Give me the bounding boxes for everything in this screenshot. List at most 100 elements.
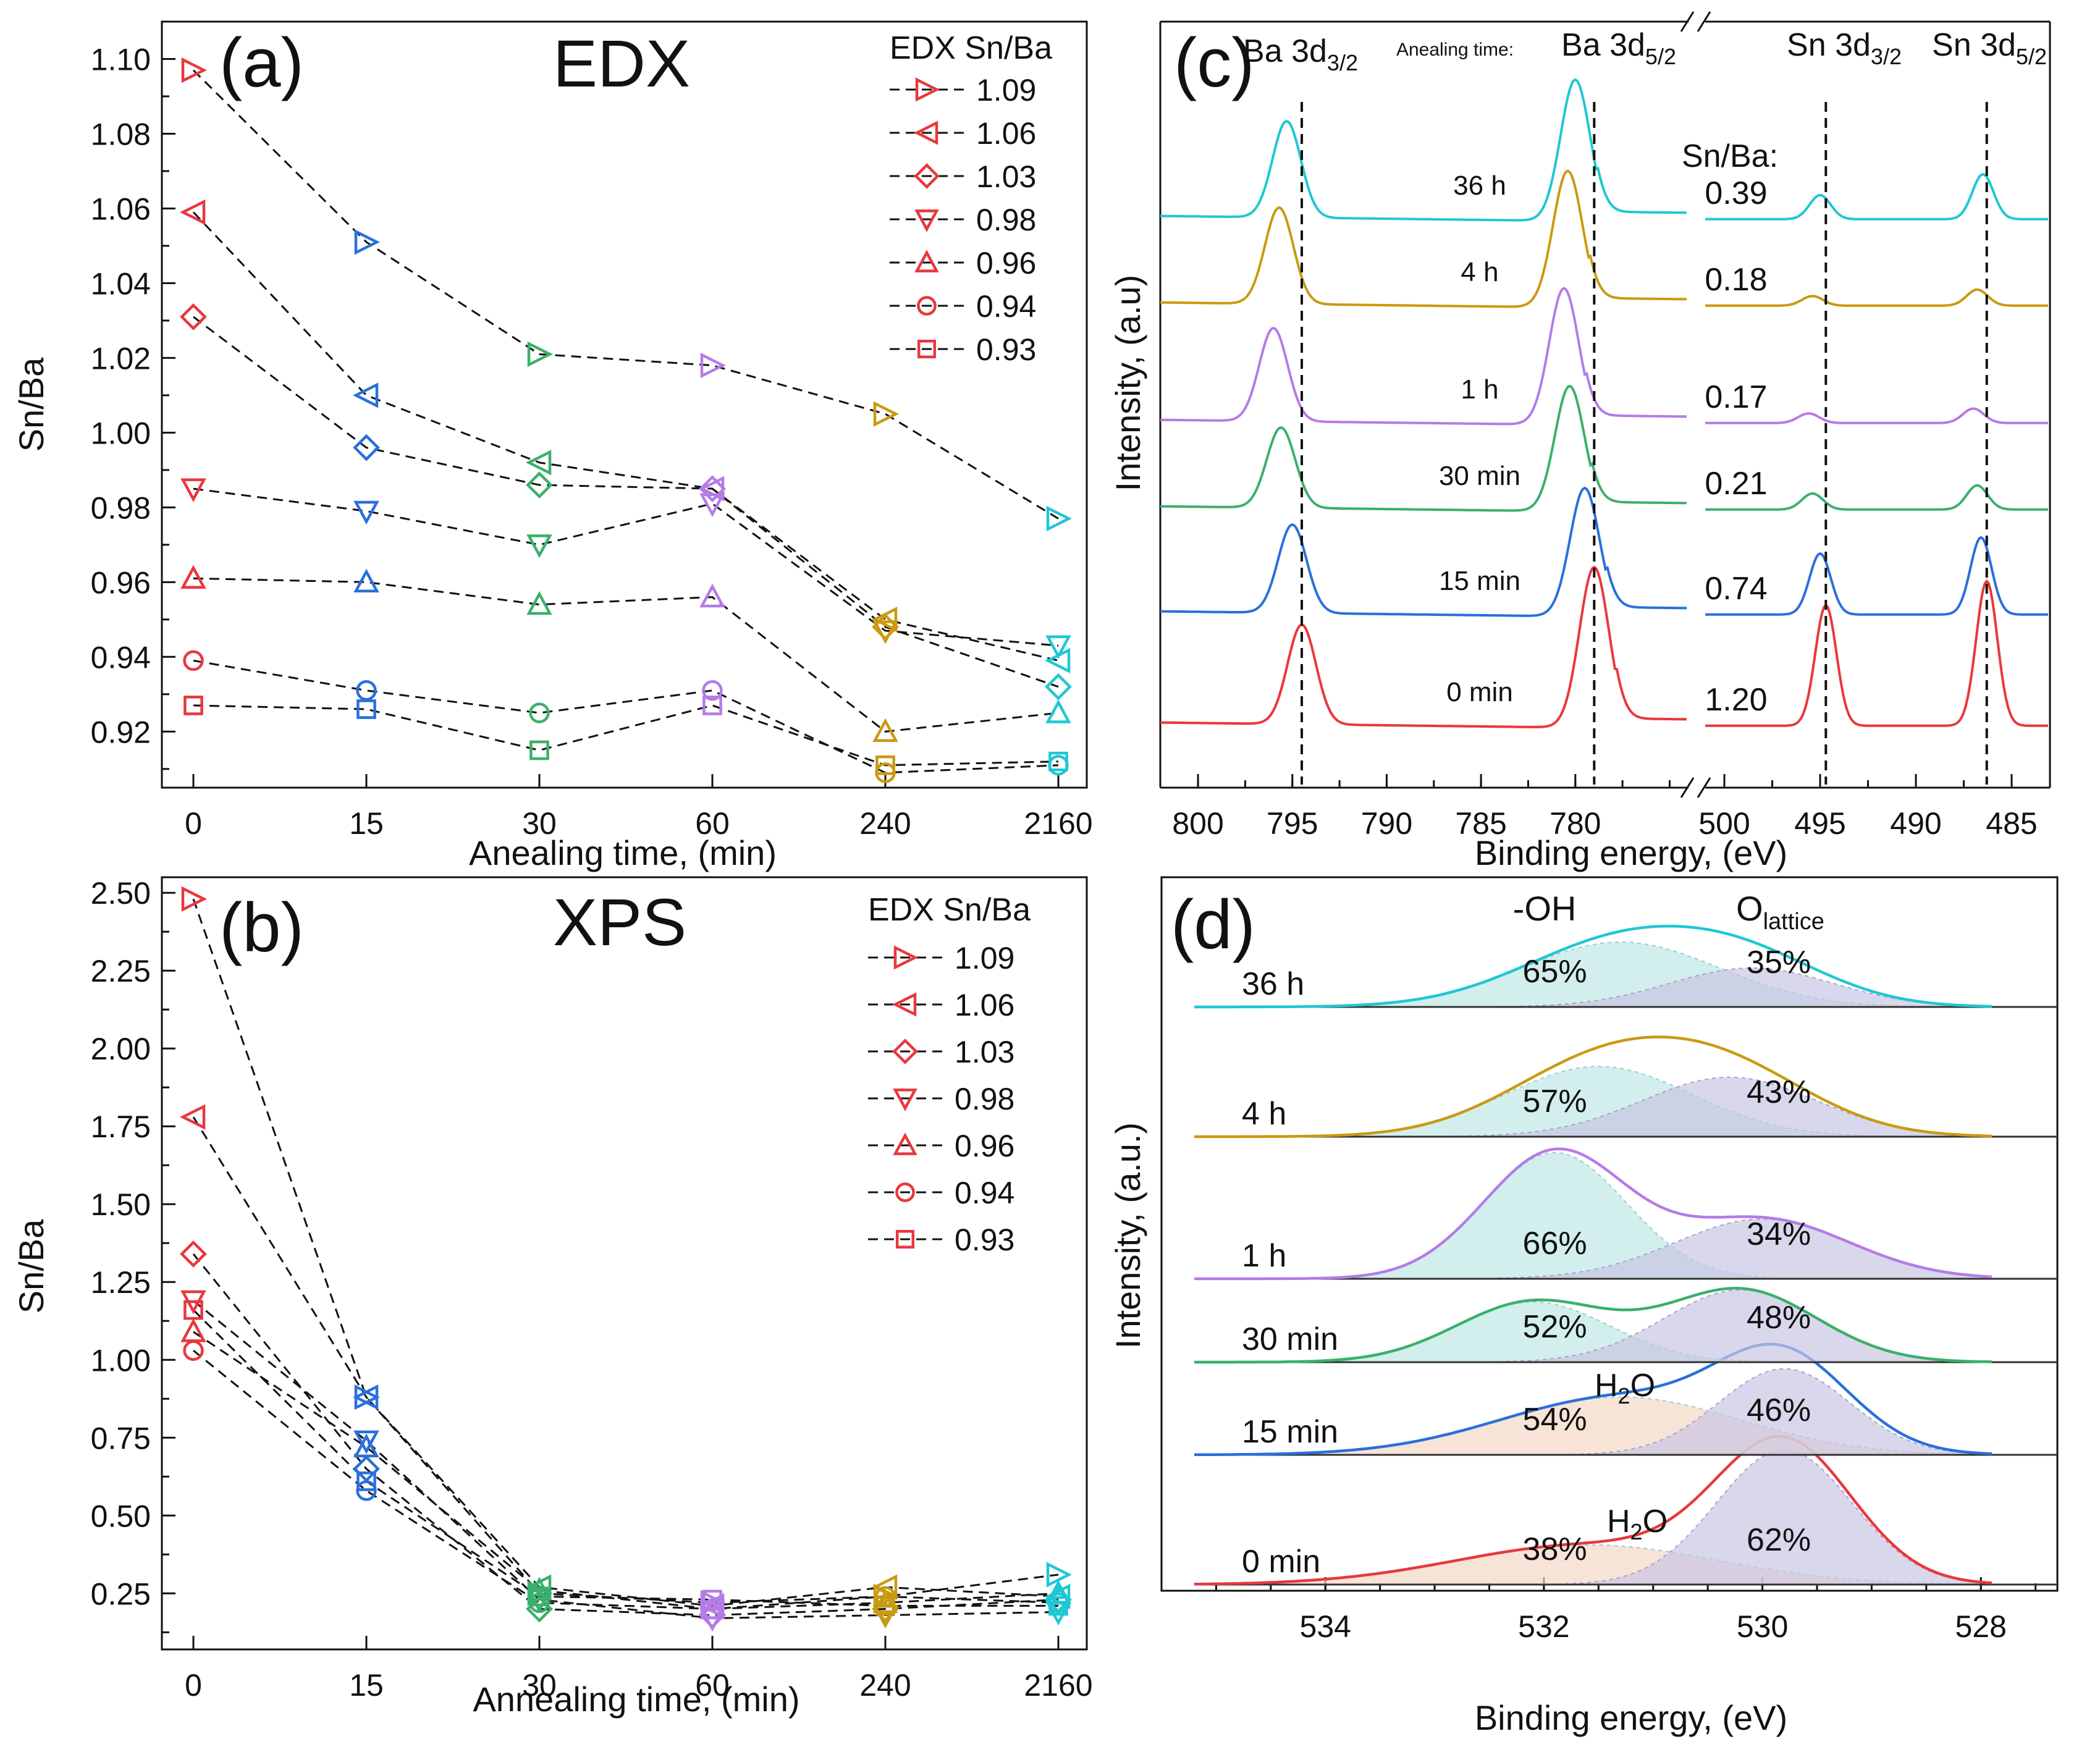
spectrum-ba-0 min [1160, 565, 1687, 728]
x-tick-label: 240 [859, 806, 911, 841]
data-point-0.93-t0 [183, 696, 203, 715]
data-point-0.93-t240 [875, 755, 895, 775]
data-point-0.98-t30 [526, 534, 552, 558]
series-connector-0.98 [193, 1300, 1059, 1620]
spectrum-time-label: 30 min [1439, 461, 1520, 491]
spectrum-ba-1 h [1160, 287, 1687, 426]
data-point-1.09-t0 [181, 886, 208, 912]
data-point-0.98-t15 [353, 1430, 379, 1455]
data-point-1.03-t0 [180, 303, 207, 331]
y-tick-label: 2.25 [91, 954, 151, 988]
y-tick-label: 1.10 [91, 42, 151, 77]
spectrum-sn-0 min [1705, 579, 2048, 727]
x-ticks-d: 534 532 530 528 [1215, 1577, 2037, 1644]
x-tick-label: 15 [349, 1668, 384, 1703]
data-point-0.96-t15 [353, 1433, 379, 1458]
spectrum-sn-15 min [1705, 536, 2048, 616]
x-tick-label: 795 [1267, 806, 1318, 841]
data-point-0.94-t0 [183, 1340, 204, 1361]
y-tick-label: 0.25 [91, 1577, 151, 1611]
spectrum-time-label: 15 min [1242, 1414, 1338, 1450]
y-tick-label: 0.50 [91, 1499, 151, 1533]
envelope-4 h [1194, 1035, 1992, 1139]
data-point-0.96-t240 [872, 718, 898, 742]
connector-lines-b [192, 898, 1059, 1620]
data-point-0.93-t30 [529, 740, 549, 760]
component-1-percent: 54% [1523, 1402, 1587, 1438]
x-ticks-b: 0 15 30 60 240 2160 [185, 1636, 1093, 1703]
legend-marker-0.94 [895, 1182, 915, 1202]
connector-lines-a [192, 69, 1059, 774]
spectrum-time-label: 0 min [1446, 677, 1513, 707]
x-tick-label: 490 [1890, 806, 1941, 841]
x-tick-label: 780 [1550, 806, 1601, 841]
legend-marker-1.03 [892, 1038, 918, 1064]
component-1-percent: 38% [1523, 1531, 1587, 1567]
component-2-percent: 34% [1747, 1216, 1811, 1252]
panel-label-a: (a) [219, 24, 304, 101]
legend-label: 0.96 [976, 246, 1036, 280]
x-tick-label: 60 [695, 806, 730, 841]
spectrum-sn-36 h [1705, 172, 2048, 221]
component-1-percent: 52% [1523, 1309, 1587, 1345]
y-ticks-b: 0.25 0.50 0.75 1.00 1.25 1.50 1.75 2.00 2.25 2.50 [91, 876, 175, 1633]
x-tick-label: 2160 [1024, 1668, 1092, 1703]
spectrum-ba-4 h [1160, 169, 1687, 308]
data-point-1.06-t0 [179, 1104, 206, 1130]
legend-label: 1.06 [955, 988, 1014, 1022]
series-connector-1.09 [192, 69, 1059, 520]
legend-title-b: EDX Sn/Ba [868, 892, 1031, 928]
component-1-percent: 65% [1523, 954, 1587, 990]
legend-marker-1.06 [913, 120, 938, 145]
x-tick-label: 240 [859, 1668, 911, 1703]
peak-label: Ba 3d5/2 [1561, 27, 1676, 69]
legend-label: 0.94 [955, 1176, 1014, 1210]
x-axis-label-c: Binding energy, (eV) [1475, 833, 1787, 872]
plot-frame-a [161, 20, 1088, 789]
peak-label: Sn 3d3/2 [1787, 27, 1902, 69]
data-point-0.96-t15 [353, 568, 379, 593]
reference-lines-c [1301, 102, 1988, 785]
axis-break-mark [1680, 11, 1695, 32]
y-tick-label: 1.08 [91, 117, 151, 151]
x-tick-label: 495 [1794, 806, 1845, 841]
spectrum-labels-d: 0 min 38% 62% 15 min 54% 46% 30 min 52% 48% 1 h 66… [1242, 945, 1811, 1580]
x-axis-label-b: Annealing time, (min) [473, 1680, 799, 1719]
spectrum-time-label: 1 h [1461, 374, 1498, 405]
envelope-36 h [1194, 924, 1992, 1009]
panel-label-c: (c) [1174, 24, 1255, 101]
plot-frame-b [161, 876, 1088, 1651]
legend-label: 1.03 [955, 1035, 1014, 1069]
y-tick-label: 2.00 [91, 1032, 151, 1066]
y-tick-label: 1.02 [91, 341, 151, 376]
panel-b-xps: 0.25 0.50 0.75 1.00 1.25 1.50 1.75 2.00 2.25 2.50… [12, 876, 1093, 1719]
x-ticks-c: 800 795 790 785 780 500 495 490 485 [1172, 774, 2038, 841]
spectrum-labels-c: 0 min 1.20 15 min 0.74 30 min 0.21 1 h 0.17 4 h 0… [1439, 171, 1768, 718]
legend-marker-1.03 [914, 163, 940, 189]
series-connector-0.96 [193, 577, 1059, 733]
x-tick-label: 30 [522, 1668, 557, 1703]
data-point-1.03-t30 [526, 471, 553, 499]
envelope-1 h [1194, 1147, 1992, 1281]
time-header-c: Anealing time: [1396, 40, 1514, 60]
markers-b [179, 886, 1073, 1632]
data-point-0.93-t15 [356, 699, 376, 719]
data-point-0.93-t30 [529, 1586, 549, 1607]
component-2-percent: 35% [1747, 945, 1811, 980]
series-connector-1.03 [192, 1253, 1059, 1617]
data-point-1.06-t30 [525, 450, 552, 476]
spectrum-time-label: 1 h [1242, 1238, 1286, 1274]
component-2-percent: 46% [1747, 1392, 1811, 1428]
data-point-0.94-t30 [529, 702, 550, 723]
spectrum-time-label: 4 h [1242, 1096, 1286, 1132]
spectrum-ba-30 min [1160, 384, 1687, 512]
data-point-1.06-t0 [179, 199, 206, 225]
data-point-1.09-t2160 [1046, 505, 1073, 532]
series-connector-1.09 [192, 898, 1059, 1604]
data-point-0.96-t0 [180, 565, 206, 589]
y-tick-label: 0.96 [91, 565, 151, 600]
data-point-0.98-t60 [699, 493, 725, 518]
spectrum-sn-4 h [1705, 288, 2048, 307]
legend-label: 0.94 [976, 289, 1036, 324]
